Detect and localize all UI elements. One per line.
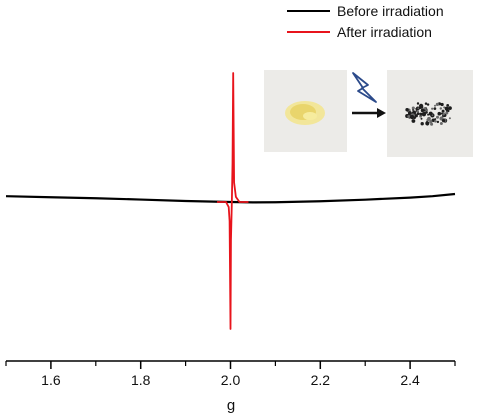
powder-grain <box>420 108 425 113</box>
powder-grain <box>420 122 424 126</box>
powder-grain <box>419 112 423 116</box>
powder-grain <box>443 106 446 109</box>
x-axis: 1.6 1.8 2.0 2.2 2.4 <box>5 360 456 388</box>
powder-grain <box>437 111 442 116</box>
x-tick-label: 1.6 <box>41 372 61 388</box>
powder-grain <box>415 107 418 110</box>
powder-grain <box>411 119 416 123</box>
powder-grain <box>416 112 420 116</box>
x-tick-label: 2.2 <box>311 372 331 388</box>
powder-grain <box>426 123 429 126</box>
powder-grain <box>414 114 418 118</box>
powder-grain <box>445 111 449 115</box>
powder-grain <box>441 109 445 113</box>
x-tick-label: 2.0 <box>221 372 241 388</box>
powder-grain <box>407 115 411 118</box>
powder-grain <box>425 111 428 114</box>
powder-grain <box>434 118 437 121</box>
powder-grain <box>440 112 443 115</box>
legend-label-after: After irradiation <box>337 24 432 40</box>
series-line-after-irradiation <box>217 72 249 330</box>
powder-grain <box>440 102 444 107</box>
powder-grain <box>433 107 437 110</box>
powder-grain <box>429 120 433 124</box>
series-layer <box>5 72 456 330</box>
powder-grain <box>433 104 437 107</box>
x-tick-label: 2.4 <box>400 372 420 388</box>
powder-grain <box>427 113 430 116</box>
powder-grain <box>416 102 420 105</box>
powder-grain <box>409 114 415 120</box>
powder-grain <box>428 111 433 116</box>
legend-label-before: Before irradiation <box>337 3 444 19</box>
powder-grain <box>418 106 422 109</box>
powder-grain <box>448 106 452 110</box>
inset-photos <box>264 70 473 157</box>
after-sample-powder-icon <box>405 102 452 126</box>
powder-grain <box>446 109 450 113</box>
x-tick-label: 1.8 <box>131 372 151 388</box>
powder-grain <box>444 106 449 111</box>
right-arrow-icon <box>352 108 386 118</box>
powder-grain <box>441 118 446 123</box>
before-sample-powder-icon <box>285 101 325 125</box>
powder-grain <box>436 115 439 119</box>
powder-grain <box>416 110 420 113</box>
powder-grain <box>431 107 434 110</box>
x-axis-title: g <box>227 397 235 414</box>
powder-grain <box>430 122 434 126</box>
powder-grain <box>446 104 450 107</box>
powder-grain <box>425 121 429 124</box>
powder-grain <box>439 107 443 110</box>
powder-grain <box>421 112 427 117</box>
powder-grain <box>407 111 412 116</box>
lightning-bolt-icon <box>352 72 377 103</box>
powder-grain <box>439 122 443 125</box>
powder-grain <box>436 120 440 124</box>
powder-grain <box>420 117 423 120</box>
powder-grain <box>424 102 428 105</box>
series-line-before-irradiation <box>5 192 456 204</box>
powder-grain <box>448 117 451 120</box>
powder-grain <box>426 118 430 122</box>
powder-grain <box>411 106 415 110</box>
powder-grain <box>434 119 437 123</box>
powder-grain <box>426 103 430 106</box>
powder-grain <box>405 107 409 112</box>
legend: Before irradiation After irradiation <box>287 3 444 40</box>
powder-grain <box>435 102 439 106</box>
